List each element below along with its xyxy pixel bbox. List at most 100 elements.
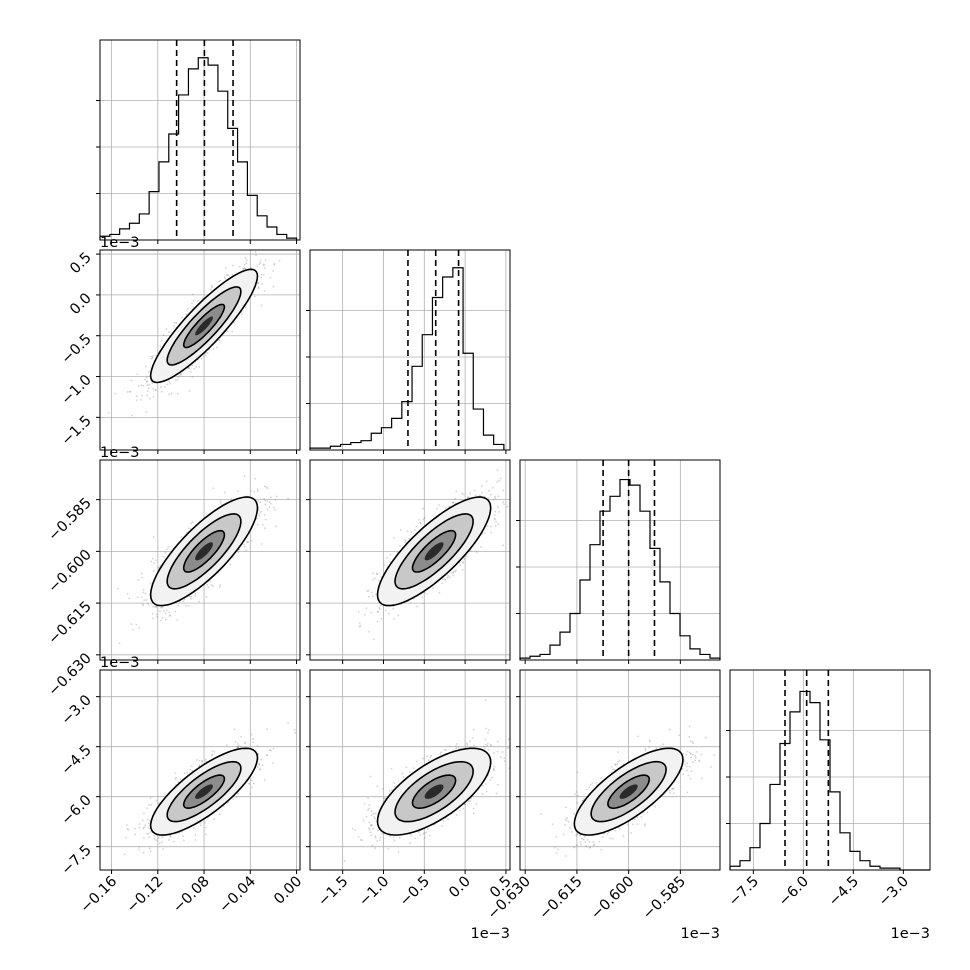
sample-point [126, 592, 129, 595]
sample-point [502, 501, 504, 504]
sample-point [135, 399, 138, 402]
sample-point [169, 835, 172, 838]
sample-point [232, 264, 235, 267]
sample-point [244, 267, 247, 270]
sample-point [154, 389, 157, 391]
sample-point [206, 583, 209, 586]
sample-point [180, 373, 182, 376]
sample-point [256, 500, 259, 503]
sample-point [169, 382, 172, 385]
sample-point [159, 619, 162, 622]
sample-point [165, 328, 168, 331]
sample-point [130, 379, 133, 382]
sample-point [426, 592, 429, 595]
sample-point [173, 325, 176, 327]
sample-point [444, 579, 447, 581]
sample-point [159, 564, 162, 567]
sample-point [497, 495, 500, 498]
sample-point [168, 615, 171, 617]
histogram-panel-2 [306, 249, 511, 454]
sample-point [272, 506, 275, 509]
panel-content [310, 460, 510, 660]
sample-point [163, 385, 166, 388]
scatter-panel-1-2 [96, 249, 301, 454]
sample-point [149, 797, 152, 799]
panel-frame [99, 249, 301, 451]
sample-point [399, 529, 402, 531]
sample-point [244, 306, 247, 309]
sample-point [230, 497, 233, 500]
sample-point [489, 493, 492, 496]
sample-point [266, 500, 269, 503]
sample-point [174, 610, 177, 613]
sample-point [176, 379, 179, 381]
sample-point [148, 827, 150, 829]
sample-point [177, 604, 180, 607]
sample-point [146, 380, 149, 383]
sample-point [156, 616, 159, 618]
sample-point [244, 257, 247, 259]
sample-point [452, 501, 455, 504]
contour-line [182, 303, 226, 349]
sample-point [447, 574, 449, 577]
sample-point [152, 605, 154, 608]
sample-point [272, 285, 275, 288]
sample-point [452, 571, 455, 573]
sample-point [218, 280, 221, 283]
sample-point [251, 786, 253, 789]
sample-point [129, 391, 131, 393]
sample-point [243, 267, 246, 269]
sample-point [216, 346, 218, 349]
sample-point [197, 299, 199, 302]
panel-frame [309, 459, 511, 661]
sample-point [144, 365, 147, 368]
sample-point [263, 498, 266, 500]
sample-point [454, 497, 456, 500]
sample-point [187, 605, 190, 607]
sample-point [181, 316, 184, 319]
sample-point [274, 498, 277, 501]
sample-point [419, 522, 422, 525]
sample-point [254, 477, 256, 480]
sample-point [396, 551, 399, 554]
sample-point [142, 604, 145, 607]
sample-point [151, 612, 154, 615]
sample-point [469, 492, 471, 495]
sample-point [358, 625, 361, 628]
contour-line [166, 286, 242, 366]
contour-line [166, 513, 242, 590]
sample-point [264, 503, 267, 506]
sample-point [389, 553, 392, 556]
sample-point [260, 510, 262, 513]
sample-point [155, 606, 158, 608]
sample-point [365, 607, 368, 610]
sample-point [258, 768, 261, 771]
sample-point [187, 527, 190, 530]
sample-point [372, 595, 374, 598]
contour-line [411, 529, 457, 573]
sample-point [372, 578, 375, 581]
sample-point [198, 765, 200, 767]
sample-point [211, 286, 213, 289]
sample-point [259, 501, 262, 504]
sample-point [187, 308, 189, 310]
sample-point [490, 531, 492, 534]
sample-point [257, 286, 260, 288]
sample-point [237, 746, 240, 749]
sample-point [147, 387, 150, 390]
sample-point [195, 365, 198, 368]
sample-point [462, 562, 464, 564]
contour-line [394, 513, 474, 590]
sample-point [126, 827, 129, 830]
sample-point [206, 352, 209, 354]
sample-point [136, 373, 139, 376]
sample-point [132, 628, 134, 631]
sample-point [194, 839, 197, 841]
sample-point [269, 502, 272, 505]
sample-point [364, 613, 367, 616]
sample-point [205, 596, 208, 599]
sample-point [422, 518, 425, 521]
sample-point [377, 610, 379, 613]
sample-point [423, 591, 426, 594]
sample-point [259, 259, 262, 262]
